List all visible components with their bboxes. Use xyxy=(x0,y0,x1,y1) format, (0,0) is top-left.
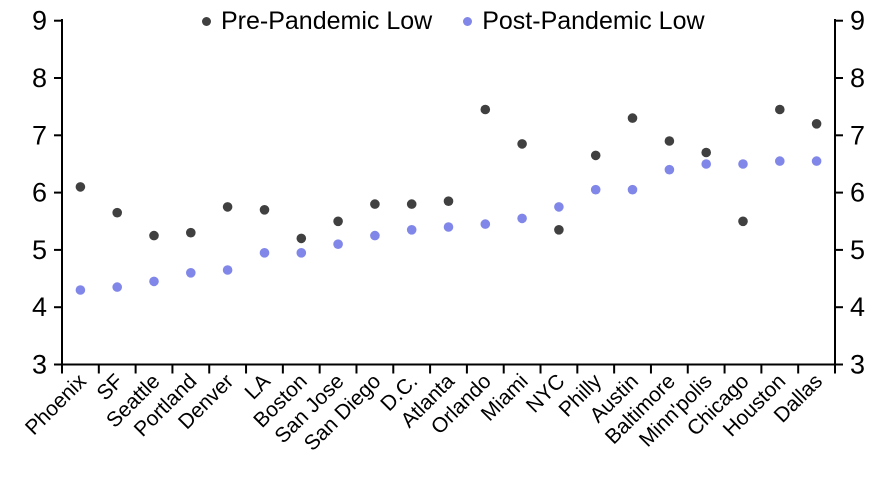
y-tick-label-right: 5 xyxy=(850,235,865,265)
legend-entry-post-pandemic: Post-Pandemic Low xyxy=(463,7,705,36)
data-point-post-Portland xyxy=(186,268,196,278)
data-point-post-LA xyxy=(259,248,270,258)
data-point-post-Atlanta xyxy=(443,222,454,232)
y-tick-label-left: 6 xyxy=(32,178,47,208)
data-point-pre-Philly xyxy=(590,150,601,161)
data-point-post-Baltimore xyxy=(664,164,675,175)
data-point-post-San Jose xyxy=(333,239,343,249)
data-point-pre-Baltimore xyxy=(664,136,675,146)
data-point-pre-Minn'polis xyxy=(701,147,711,158)
y-tick-label-right: 6 xyxy=(850,178,865,208)
data-point-pre-Boston xyxy=(296,233,307,244)
data-point-post-Philly xyxy=(590,184,601,195)
data-point-pre-LA xyxy=(259,205,270,215)
y-tick-label-right: 7 xyxy=(850,120,865,150)
data-point-pre-Seattle xyxy=(149,230,159,241)
legend-entry-pre-pandemic: Pre-Pandemic Low xyxy=(202,7,432,36)
data-point-post-Dallas xyxy=(811,156,822,166)
data-point-pre-San Diego xyxy=(370,199,380,209)
data-point-post-Austin xyxy=(627,184,638,195)
x-category-label: Phoenix xyxy=(21,369,91,439)
data-point-post-D.C. xyxy=(406,225,417,235)
data-point-post-Houston xyxy=(775,156,785,166)
data-point-pre-Portland xyxy=(186,227,196,238)
data-point-pre-Chicago xyxy=(738,216,748,227)
y-tick-label-right: 9 xyxy=(850,6,865,36)
post-pandemic-dot-icon xyxy=(463,17,473,26)
data-point-post-San Diego xyxy=(370,230,380,241)
y-tick-label-left: 7 xyxy=(32,120,47,150)
y-tick-label-right: 4 xyxy=(850,292,865,322)
y-tick-label-right: 8 xyxy=(850,63,865,93)
data-point-pre-Orlando xyxy=(480,104,491,115)
pre-pandemic-dot-icon xyxy=(202,17,211,26)
data-point-pre-San Jose xyxy=(333,216,343,227)
data-point-pre-Austin xyxy=(627,113,638,123)
data-point-post-NYC xyxy=(554,202,564,212)
y-tick-label-left: 8 xyxy=(32,63,47,93)
chart-legend: Pre-Pandemic Low Post-Pandemic Low xyxy=(202,7,705,36)
data-point-post-Orlando xyxy=(480,219,491,229)
y-tick-label-left: 5 xyxy=(32,235,47,265)
data-point-post-SF xyxy=(112,282,122,292)
data-point-post-Miami xyxy=(517,213,527,224)
data-point-post-Chicago xyxy=(738,159,748,169)
legend-label-post-pandemic: Post-Pandemic Low xyxy=(482,7,705,35)
data-point-post-Denver xyxy=(222,265,233,275)
y-tick-label-left: 9 xyxy=(32,6,47,36)
data-point-pre-Dallas xyxy=(811,119,822,129)
data-point-pre-SF xyxy=(112,207,122,218)
y-tick-label-left: 4 xyxy=(32,292,47,322)
data-point-pre-Denver xyxy=(222,202,233,212)
data-point-pre-D.C. xyxy=(406,199,417,209)
legend-label-pre-pandemic: Pre-Pandemic Low xyxy=(221,7,433,35)
data-point-pre-Houston xyxy=(775,104,785,115)
data-point-pre-Atlanta xyxy=(443,196,454,206)
data-point-post-Minn'polis xyxy=(701,159,711,169)
data-point-post-Boston xyxy=(296,248,307,258)
data-point-post-Phoenix xyxy=(75,285,86,295)
data-point-post-Seattle xyxy=(149,276,159,287)
data-point-pre-Phoenix xyxy=(75,182,86,192)
y-tick-label-left: 3 xyxy=(32,350,47,380)
y-tick-label-right: 3 xyxy=(850,350,865,380)
data-point-pre-NYC xyxy=(554,225,564,235)
data-point-pre-Miami xyxy=(517,139,527,149)
